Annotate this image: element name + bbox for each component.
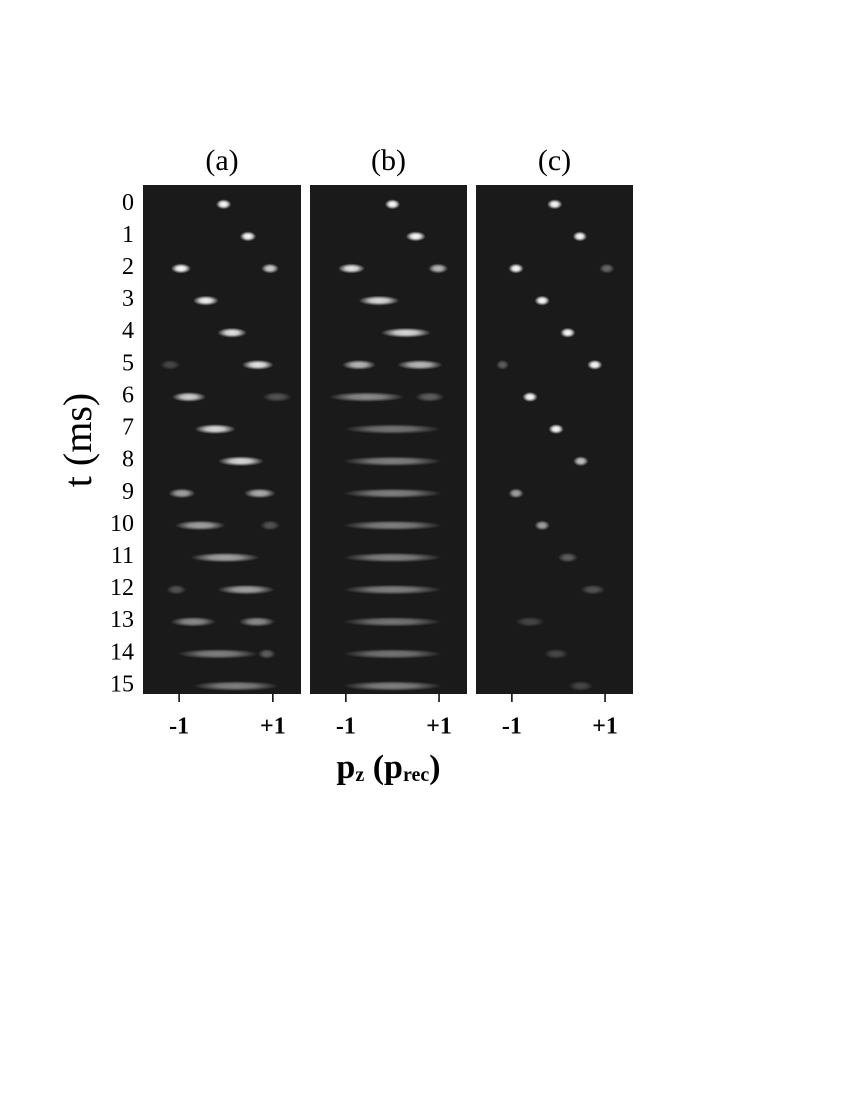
momentum-peak	[384, 199, 401, 210]
y-tick-label: 10	[110, 511, 134, 537]
momentum-peak	[337, 263, 365, 274]
x-tick-label: +1	[426, 714, 452, 740]
momentum-peak	[405, 231, 426, 242]
momentum-peak	[217, 584, 275, 595]
momentum-peak	[341, 359, 376, 370]
momentum-peak	[241, 359, 274, 370]
panel-background	[476, 185, 633, 694]
momentum-peak	[190, 552, 260, 563]
momentum-peak	[508, 488, 524, 499]
momentum-peak	[496, 359, 510, 370]
panel-title: (c)	[538, 144, 571, 177]
momentum-peak	[177, 648, 259, 659]
momentum-peak	[243, 488, 276, 499]
momentum-peak	[170, 263, 192, 274]
momentum-peak	[568, 680, 594, 691]
y-tick-label: 1	[122, 222, 134, 248]
momentum-peak	[342, 552, 443, 563]
momentum-peak	[261, 263, 279, 274]
momentum-peak	[560, 327, 576, 338]
x-axis-label-part: p	[336, 749, 355, 786]
momentum-peak	[580, 584, 606, 595]
x-axis-label-part: rec	[403, 764, 429, 786]
momentum-peak	[174, 520, 226, 531]
panel-title: (b)	[371, 144, 406, 177]
momentum-peak	[534, 295, 550, 306]
y-tick-label: 11	[111, 543, 134, 569]
x-tick-label: +1	[260, 714, 286, 740]
y-tick-label: 9	[122, 479, 134, 505]
momentum-peak	[342, 616, 443, 627]
y-tick-label: 0	[122, 190, 134, 216]
momentum-peak	[572, 231, 588, 242]
y-tick-label: 7	[122, 415, 134, 441]
momentum-peak	[238, 616, 276, 627]
momentum-peak	[342, 680, 443, 691]
x-axis-label-part: z	[355, 764, 364, 786]
momentum-peak	[415, 391, 445, 402]
y-axis-label: t (ms)	[55, 393, 100, 487]
momentum-peak	[262, 391, 292, 402]
momentum-peak	[328, 391, 405, 402]
momentum-peak	[344, 424, 441, 435]
momentum-peak	[215, 199, 232, 210]
momentum-peak	[160, 359, 181, 370]
momentum-peak	[599, 263, 615, 274]
momentum-peak	[166, 584, 187, 595]
y-tick-label: 6	[122, 382, 134, 408]
momentum-peak	[192, 680, 279, 691]
y-tick-label: 5	[122, 350, 134, 376]
momentum-peak	[428, 263, 449, 274]
x-axis-label-part: (p	[364, 749, 403, 786]
momentum-peak	[547, 199, 563, 210]
momentum-peak	[168, 488, 196, 499]
momentum-peak	[342, 520, 443, 531]
momentum-peak	[257, 648, 276, 659]
y-tick-label: 13	[110, 607, 134, 633]
momentum-peak	[342, 584, 443, 595]
momentum-peak	[534, 520, 550, 531]
momentum-peak	[522, 391, 538, 402]
momentum-peak	[380, 327, 432, 338]
momentum-peak	[508, 263, 524, 274]
x-tick-label: +1	[592, 714, 618, 740]
momentum-peak	[239, 231, 257, 242]
y-tick-label: 3	[122, 286, 134, 312]
momentum-peak	[548, 424, 564, 435]
momentum-peak	[342, 488, 443, 499]
momentum-peak	[194, 424, 236, 435]
x-tick-label: -1	[169, 714, 189, 740]
x-axis-label-part: )	[429, 749, 440, 786]
momentum-peak	[217, 327, 247, 338]
momentum-peak	[397, 359, 443, 370]
y-tick-label: 4	[122, 318, 134, 344]
y-tick-label: 14	[110, 639, 134, 665]
x-tick-label: -1	[336, 714, 356, 740]
y-tick-label: 12	[110, 575, 134, 601]
y-tick-label: 2	[122, 254, 134, 280]
y-tick-label: 15	[110, 671, 134, 697]
momentum-peak	[170, 616, 217, 627]
panel-title: (a)	[205, 144, 238, 177]
panel-background	[143, 185, 301, 694]
momentum-peak	[342, 648, 443, 659]
momentum-peak	[218, 456, 264, 467]
momentum-peak	[358, 295, 400, 306]
momentum-peak	[192, 295, 219, 306]
x-tick-label: -1	[502, 714, 522, 740]
momentum-peak	[573, 456, 589, 467]
momentum-peak	[515, 616, 545, 627]
momentum-peak	[342, 456, 443, 467]
x-axis-label: pz (prec)	[336, 749, 440, 786]
momentum-peak	[543, 648, 569, 659]
momentum-peak	[587, 359, 603, 370]
y-tick-label: 8	[122, 447, 134, 473]
momentum-peak	[260, 520, 281, 531]
momentum-peak	[171, 391, 207, 402]
momentum-peak	[557, 552, 578, 563]
